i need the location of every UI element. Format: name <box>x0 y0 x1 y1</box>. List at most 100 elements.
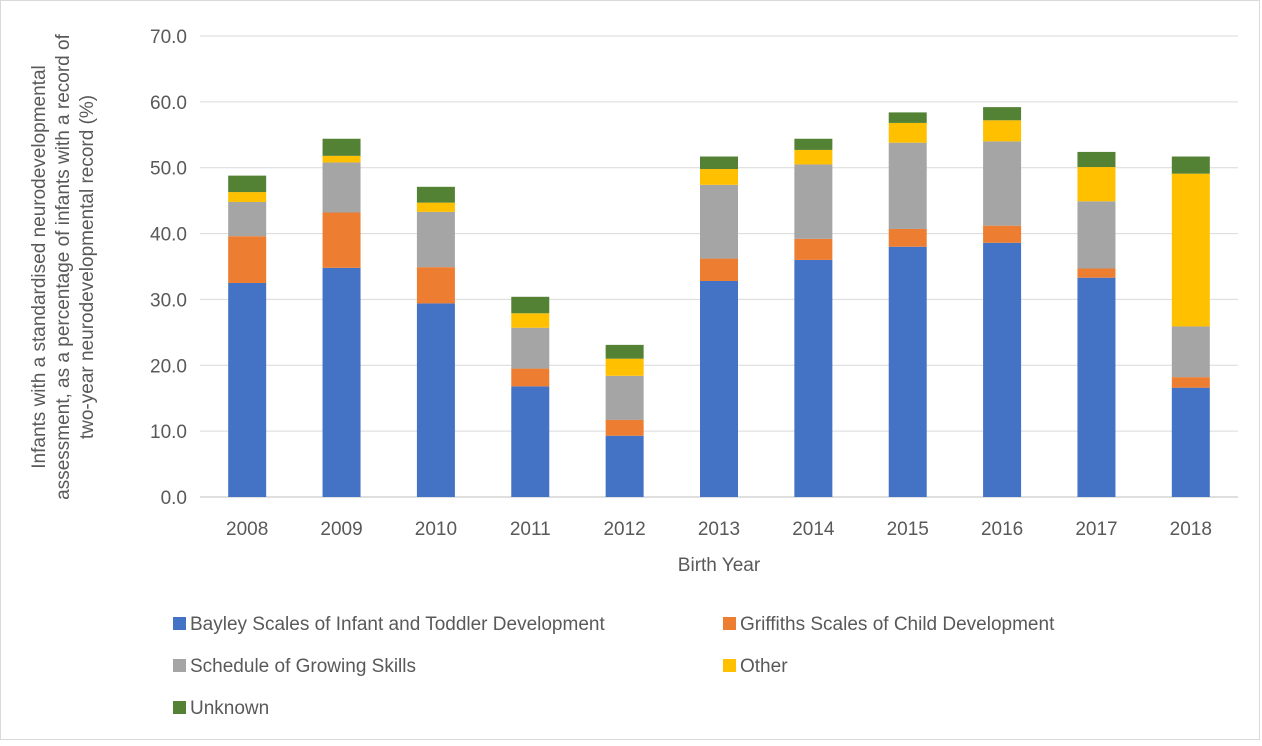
y-axis-ticks: 0.0 10.0 20.0 30.0 40.0 50.0 60.0 70.0 <box>150 27 187 509</box>
x-tick-label: 2014 <box>792 519 835 540</box>
bar-2017-series-0 <box>1077 277 1116 497</box>
legend-label: Unknown <box>190 698 269 719</box>
legend-swatch <box>723 617 736 630</box>
bar-2018-series-2 <box>1171 326 1210 378</box>
y-tick-label: 20.0 <box>150 356 187 377</box>
bar-2017-series-3 <box>1077 167 1116 202</box>
y-axis-title-line-1: Infants with a standardised neurodevelop… <box>29 65 50 468</box>
legend-swatch <box>723 659 736 672</box>
x-tick-label: 2008 <box>226 519 268 540</box>
x-tick-label: 2015 <box>887 519 929 540</box>
legend-item: Schedule of Growing Skills <box>173 656 416 677</box>
bar-2013-series-1 <box>700 258 738 281</box>
bar-2014-series-4 <box>794 138 833 150</box>
x-tick-label: 2017 <box>1075 519 1117 540</box>
bar-2011-series-4 <box>511 296 550 314</box>
bar-2014-series-2 <box>794 164 833 239</box>
bar-2018-series-4 <box>1171 156 1210 174</box>
legend-swatch <box>173 659 186 672</box>
y-tick-label: 70.0 <box>150 27 187 48</box>
bar-2009-series-1 <box>322 212 361 268</box>
bar-2010-series-2 <box>416 211 455 268</box>
bar-2017-series-2 <box>1077 201 1116 269</box>
bar-2011-series-2 <box>511 327 550 369</box>
bar-2016-series-2 <box>983 141 1022 226</box>
bar-2015-series-0 <box>888 246 927 497</box>
bar-2012-series-2 <box>605 375 644 420</box>
legend-item: Griffiths Scales of Child Development <box>723 614 1055 635</box>
bar-2016-series-1 <box>983 225 1022 243</box>
bar-2008-series-1 <box>228 236 267 283</box>
bar-2017-series-1 <box>1077 268 1116 278</box>
bar-2008-series-0 <box>228 282 267 497</box>
legend-swatch <box>173 701 186 714</box>
bar-2018-series-3 <box>1171 173 1210 327</box>
y-axis-title-line-2: assessment, as a percentage of infants w… <box>53 33 74 499</box>
x-tick-label: 2010 <box>415 519 457 540</box>
y-axis-title-line-3: two-year neurodevelopmental record (%) <box>77 95 98 439</box>
bars <box>228 107 1210 497</box>
x-tick-label: 2013 <box>698 519 740 540</box>
bar-2018-series-0 <box>1171 387 1210 497</box>
legend-item: Other <box>723 656 788 677</box>
x-axis-title: Birth Year <box>678 555 761 576</box>
y-tick-label: 30.0 <box>150 290 187 311</box>
bar-2016-series-0 <box>983 242 1022 497</box>
y-tick-label: 50.0 <box>150 159 187 180</box>
bar-2014-series-3 <box>794 149 833 165</box>
x-tick-label: 2016 <box>981 519 1023 540</box>
legend-label: Bayley Scales of Infant and Toddler Deve… <box>190 614 605 635</box>
bar-2015-series-4 <box>888 112 927 123</box>
bar-2018-series-1 <box>1171 377 1210 388</box>
bar-2012-series-0 <box>605 435 644 497</box>
bar-2016-series-3 <box>983 120 1022 142</box>
bar-2013-series-2 <box>700 184 738 259</box>
bar-2010-series-1 <box>416 267 455 304</box>
bar-2017-series-4 <box>1077 151 1116 168</box>
bar-2012-series-1 <box>605 419 644 436</box>
bar-2015-series-3 <box>888 122 927 143</box>
bar-2011-series-3 <box>511 313 550 328</box>
bar-2014-series-1 <box>794 238 833 260</box>
legend-item: Bayley Scales of Infant and Toddler Deve… <box>173 614 605 635</box>
legend-item: Unknown <box>173 698 269 719</box>
y-axis-title: Infants with a standardised neurodevelop… <box>29 33 98 499</box>
bar-2009-series-2 <box>322 162 361 213</box>
bar-2015-series-1 <box>888 228 927 247</box>
bar-2009-series-3 <box>322 155 361 163</box>
legend-label: Griffiths Scales of Child Development <box>740 614 1055 635</box>
bar-2014-series-0 <box>794 259 833 497</box>
bar-2015-series-2 <box>888 142 927 229</box>
bar-2010-series-3 <box>416 202 455 212</box>
legend-swatch <box>173 617 186 630</box>
y-tick-label: 10.0 <box>150 422 187 443</box>
y-tick-label: 0.0 <box>161 488 187 509</box>
x-tick-label: 2011 <box>510 519 551 540</box>
bar-2010-series-0 <box>416 303 455 497</box>
bar-2012-series-4 <box>605 344 644 359</box>
bar-2011-series-1 <box>511 368 550 387</box>
bar-2013-series-3 <box>700 169 738 185</box>
bar-2013-series-4 <box>700 156 738 170</box>
bar-2011-series-0 <box>511 386 550 497</box>
bar-2009-series-4 <box>322 138 361 156</box>
x-tick-label: 2012 <box>603 519 645 540</box>
legend-label: Schedule of Growing Skills <box>190 656 416 677</box>
y-tick-label: 40.0 <box>150 225 187 246</box>
bar-2016-series-4 <box>983 107 1022 121</box>
x-tick-label: 2018 <box>1170 519 1212 540</box>
y-tick-label: 60.0 <box>150 93 187 114</box>
legend: Bayley Scales of Infant and Toddler Deve… <box>173 614 1055 719</box>
bar-2009-series-0 <box>322 267 361 497</box>
bar-2008-series-4 <box>228 175 267 193</box>
bar-2008-series-3 <box>228 192 267 202</box>
bar-2012-series-3 <box>605 358 644 376</box>
bar-2010-series-4 <box>416 186 455 203</box>
bar-2008-series-2 <box>228 201 267 237</box>
legend-label: Other <box>740 656 788 677</box>
x-axis-ticks: 2008 2009 2010 2011 2012 2013 2014 2015 2016 2017… <box>226 519 1212 540</box>
bar-2013-series-0 <box>700 280 738 497</box>
x-tick-label: 2009 <box>320 519 362 540</box>
